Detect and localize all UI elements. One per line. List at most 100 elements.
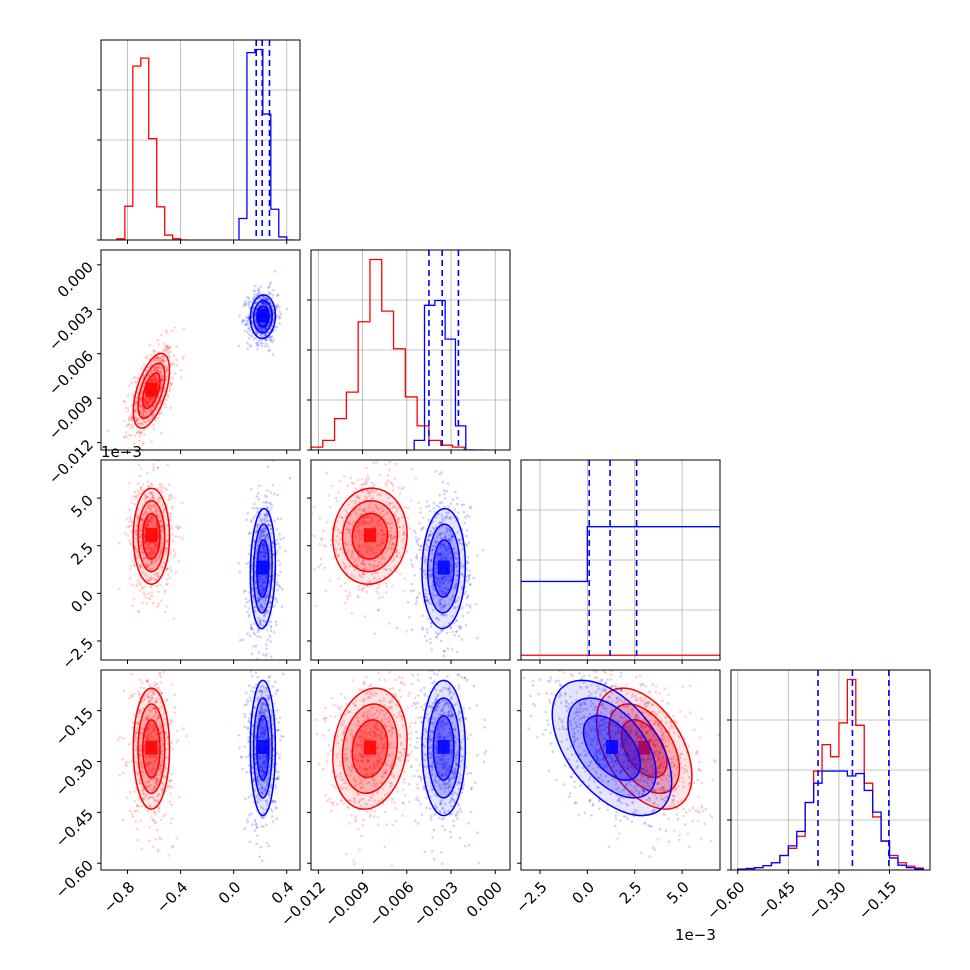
- scatter-point: [150, 370, 153, 373]
- scatter-point: [165, 540, 168, 544]
- blue-density-peak: [256, 308, 269, 323]
- scatter-point: [133, 545, 137, 549]
- scatter-point: [362, 544, 366, 548]
- scatter-point: [140, 422, 144, 426]
- scatter-point: [418, 522, 421, 525]
- scatter-point: [357, 530, 361, 534]
- scatter-point: [247, 336, 251, 340]
- scatter-point: [139, 399, 143, 403]
- scatter-point: [150, 591, 154, 594]
- scatter-point: [440, 501, 444, 504]
- scatter-point: [246, 295, 249, 299]
- scatter-point: [173, 372, 177, 375]
- scatter-point: [465, 528, 469, 532]
- scatter-point: [386, 511, 390, 515]
- scatter-point: [261, 624, 265, 628]
- scatter-point: [257, 616, 261, 620]
- scatter-point: [366, 545, 370, 549]
- scatter-point: [382, 539, 385, 542]
- scatter-point: [255, 523, 259, 527]
- scatter-point: [150, 562, 153, 565]
- scatter-point: [130, 694, 133, 698]
- scatter-point: [368, 491, 371, 494]
- scatter-point: [248, 840, 252, 844]
- scatter-point: [154, 813, 157, 816]
- scatter-point: [276, 303, 279, 306]
- scatter-point: [247, 561, 250, 565]
- scatter-point: [270, 504, 274, 508]
- scatter-point: [273, 702, 276, 705]
- scatter-point: [369, 545, 372, 549]
- scatter-point: [263, 494, 267, 497]
- scatter-point: [168, 350, 172, 354]
- scatter-point: [348, 565, 352, 568]
- scatter-point: [154, 510, 158, 514]
- scatter-point: [339, 585, 343, 588]
- scatter-point: [159, 359, 162, 362]
- scatter-point: [441, 629, 445, 632]
- scatter-point: [149, 400, 152, 404]
- scatter-point: [156, 367, 160, 370]
- scatter-point: [146, 558, 150, 562]
- scatter-point: [454, 490, 457, 494]
- scatter-point: [264, 551, 268, 555]
- scatter-point: [334, 540, 338, 543]
- scatter-point: [264, 338, 268, 342]
- scatter-point: [146, 542, 150, 546]
- scatter-point: [386, 500, 389, 504]
- scatter-point: [161, 379, 164, 382]
- scatter-point: [394, 515, 398, 518]
- scatter-point: [171, 533, 174, 536]
- scatter-point: [263, 547, 266, 550]
- scatter-point: [267, 519, 270, 522]
- scatter-point: [264, 333, 267, 337]
- scatter-point: [402, 531, 405, 535]
- scatter-point: [254, 644, 258, 648]
- scatter-point: [138, 439, 141, 443]
- scatter-point: [261, 619, 264, 622]
- scatter-point: [261, 527, 264, 531]
- scatter-point: [133, 375, 137, 379]
- blue-density-peak: [256, 560, 269, 575]
- scatter-point: [380, 541, 383, 545]
- scatter-point: [275, 307, 278, 311]
- scatter-point: [390, 482, 394, 485]
- scatter-point: [124, 431, 128, 434]
- scatter-point: [418, 548, 421, 551]
- scatter-point: [263, 537, 267, 540]
- scatter-point: [161, 361, 165, 365]
- scatter-point: [272, 288, 275, 292]
- scatter-point: [159, 675, 163, 678]
- scatter-point: [135, 495, 139, 498]
- scatter-point: [241, 638, 245, 642]
- scatter-point: [466, 561, 470, 565]
- scatter-point: [365, 482, 368, 486]
- scatter-point: [278, 316, 282, 319]
- scatter-point: [153, 374, 157, 378]
- scatter-point: [132, 442, 136, 446]
- scatter-point: [272, 574, 275, 577]
- scatter-point: [138, 589, 142, 593]
- scatter-point: [256, 347, 260, 351]
- scatter-point: [147, 524, 150, 528]
- scatter-point: [264, 620, 268, 623]
- scatter-point: [159, 486, 162, 489]
- scatter-point: [265, 643, 268, 646]
- scatter-point: [145, 401, 148, 405]
- scatter-point: [277, 574, 280, 577]
- scatter-point: [442, 649, 446, 653]
- scatter-point: [157, 496, 160, 500]
- scatter-point: [257, 287, 260, 291]
- scatter-point: [347, 528, 351, 532]
- scatter-point: [351, 553, 354, 556]
- scatter-point: [139, 544, 143, 547]
- scatter-point: [393, 505, 396, 508]
- scatter-point: [144, 510, 148, 514]
- scatter-point: [158, 360, 161, 363]
- scatter-point: [274, 692, 278, 695]
- scatter-point: [378, 518, 382, 521]
- scatter-point: [434, 631, 438, 634]
- scatter-point: [269, 316, 272, 320]
- scatter-point: [362, 519, 366, 523]
- scatter-point: [382, 538, 385, 541]
